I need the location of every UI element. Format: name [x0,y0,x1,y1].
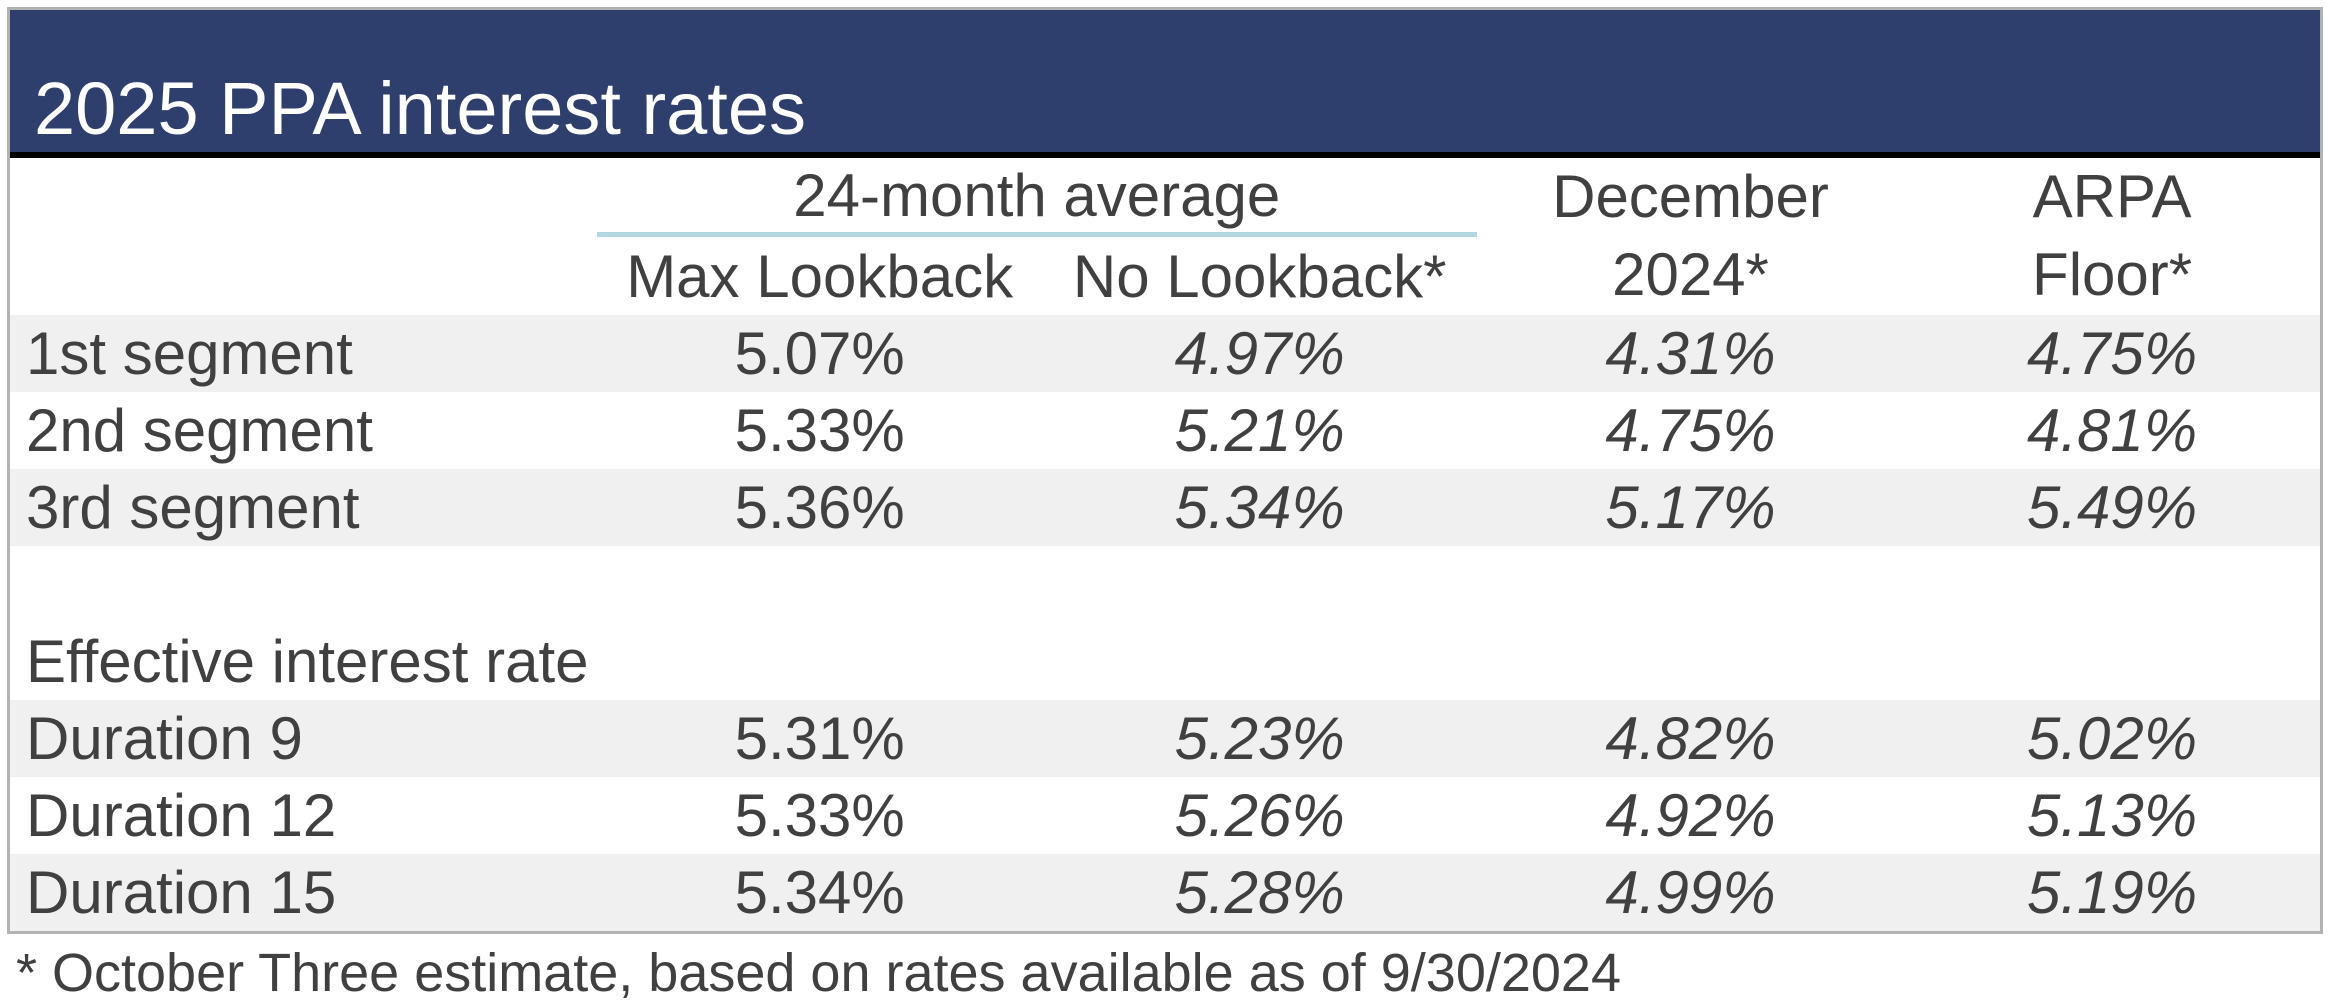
table-row [10,546,2320,623]
rates-tbody: 1st segment 5.07% 4.97% 4.31% 4.75% 2nd … [10,315,2320,931]
row-label: 3rd segment [10,469,597,546]
row-value-december-2024: 5.17% [1476,469,1905,546]
row-value-december-2024: 4.82% [1476,700,1905,777]
table-row: Duration 9 5.31% 5.23% 4.82% 5.02% [10,700,2320,777]
row-value-december-2024: 4.92% [1605,782,1776,849]
row-label: Duration 12 [26,782,337,849]
row-value-max-lookback [597,623,1043,700]
row-value-no-lookback: 5.26% [1174,782,1345,849]
table-row: 2nd segment 5.33% 5.21% 4.75% 4.81% [10,392,2320,469]
footnote: * October Three estimate, based on rates… [16,943,1621,1003]
rates-table: 24-month average December ARPA Max Lookb… [10,158,2320,931]
header-label-blank [10,235,597,316]
row-label: Duration 9 [10,700,597,777]
title-bar: 2025 PPA interest rates [10,10,2320,158]
row-value-no-lookback: 5.34% [1042,469,1477,546]
header-december-line1: December [1552,162,1829,230]
rates-table-box: 2025 PPA interest rates 24-month average… [7,7,2323,934]
row-value-max-lookback: 5.07% [596,315,1043,392]
header-no-lookback: No Lookback* [1072,242,1447,310]
row-value-arpa-floor: 5.13% [2027,782,2198,849]
row-value-no-lookback [1043,546,1477,623]
row-value-max-lookback: 5.34% [596,854,1043,931]
row-value-december-2024 [1477,623,1904,700]
table-row: Duration 15 5.34% 5.28% 4.99% 5.19% [10,854,2320,931]
row-value-no-lookback: 4.97% [1042,315,1477,392]
table-row: Effective interest rate [10,623,2320,700]
rates-table-header: 24-month average December ARPA Max Lookb… [10,158,2320,315]
table-row: 1st segment 5.07% 4.97% 4.31% 4.75% [10,315,2320,392]
row-value-december-2024: 4.31% [1476,315,1905,392]
page-title: 2025 PPA interest rates [34,67,806,150]
header-arpa-line2: Floor* [2032,241,2193,309]
row-value-arpa-floor [1904,623,2320,700]
row-value-max-lookback [597,546,1043,623]
row-value-arpa-floor [1904,546,2320,623]
row-value-arpa-floor: 5.49% [1904,469,2320,546]
header-corner-blank [10,158,597,235]
row-label: Duration 15 [10,854,597,931]
row-value-december-2024: 4.75% [1605,397,1776,464]
row-label: 2nd segment [26,397,373,464]
row-value-max-lookback: 5.33% [734,782,905,849]
row-value-no-lookback: 5.28% [1042,854,1477,931]
row-value-arpa-floor: 4.81% [2027,397,2198,464]
row-value-max-lookback: 5.33% [734,397,905,464]
row-value-arpa-floor: 5.02% [1904,700,2320,777]
header-group-24-month-average: 24-month average [596,158,1477,237]
row-value-no-lookback [1043,623,1477,700]
header-december-line2: 2024* [1612,241,1769,309]
row-label [10,546,597,623]
row-value-max-lookback: 5.31% [596,700,1043,777]
header-max-lookback: Max Lookback [626,242,1014,310]
row-value-december-2024 [1477,546,1904,623]
row-value-arpa-floor: 4.75% [1904,315,2320,392]
row-label: Effective interest rate [26,628,589,695]
table-row: Duration 12 5.33% 5.26% 4.92% 5.13% [10,777,2320,854]
table-row: 3rd segment 5.36% 5.34% 5.17% 5.49% [10,469,2320,546]
row-value-no-lookback: 5.21% [1174,397,1345,464]
row-value-december-2024: 4.99% [1476,854,1905,931]
row-value-no-lookback: 5.23% [1042,700,1477,777]
header-arpa-line1: ARPA [2032,162,2192,230]
row-value-arpa-floor: 5.19% [1904,854,2320,931]
row-label: 1st segment [10,315,597,392]
row-value-max-lookback: 5.36% [596,469,1043,546]
